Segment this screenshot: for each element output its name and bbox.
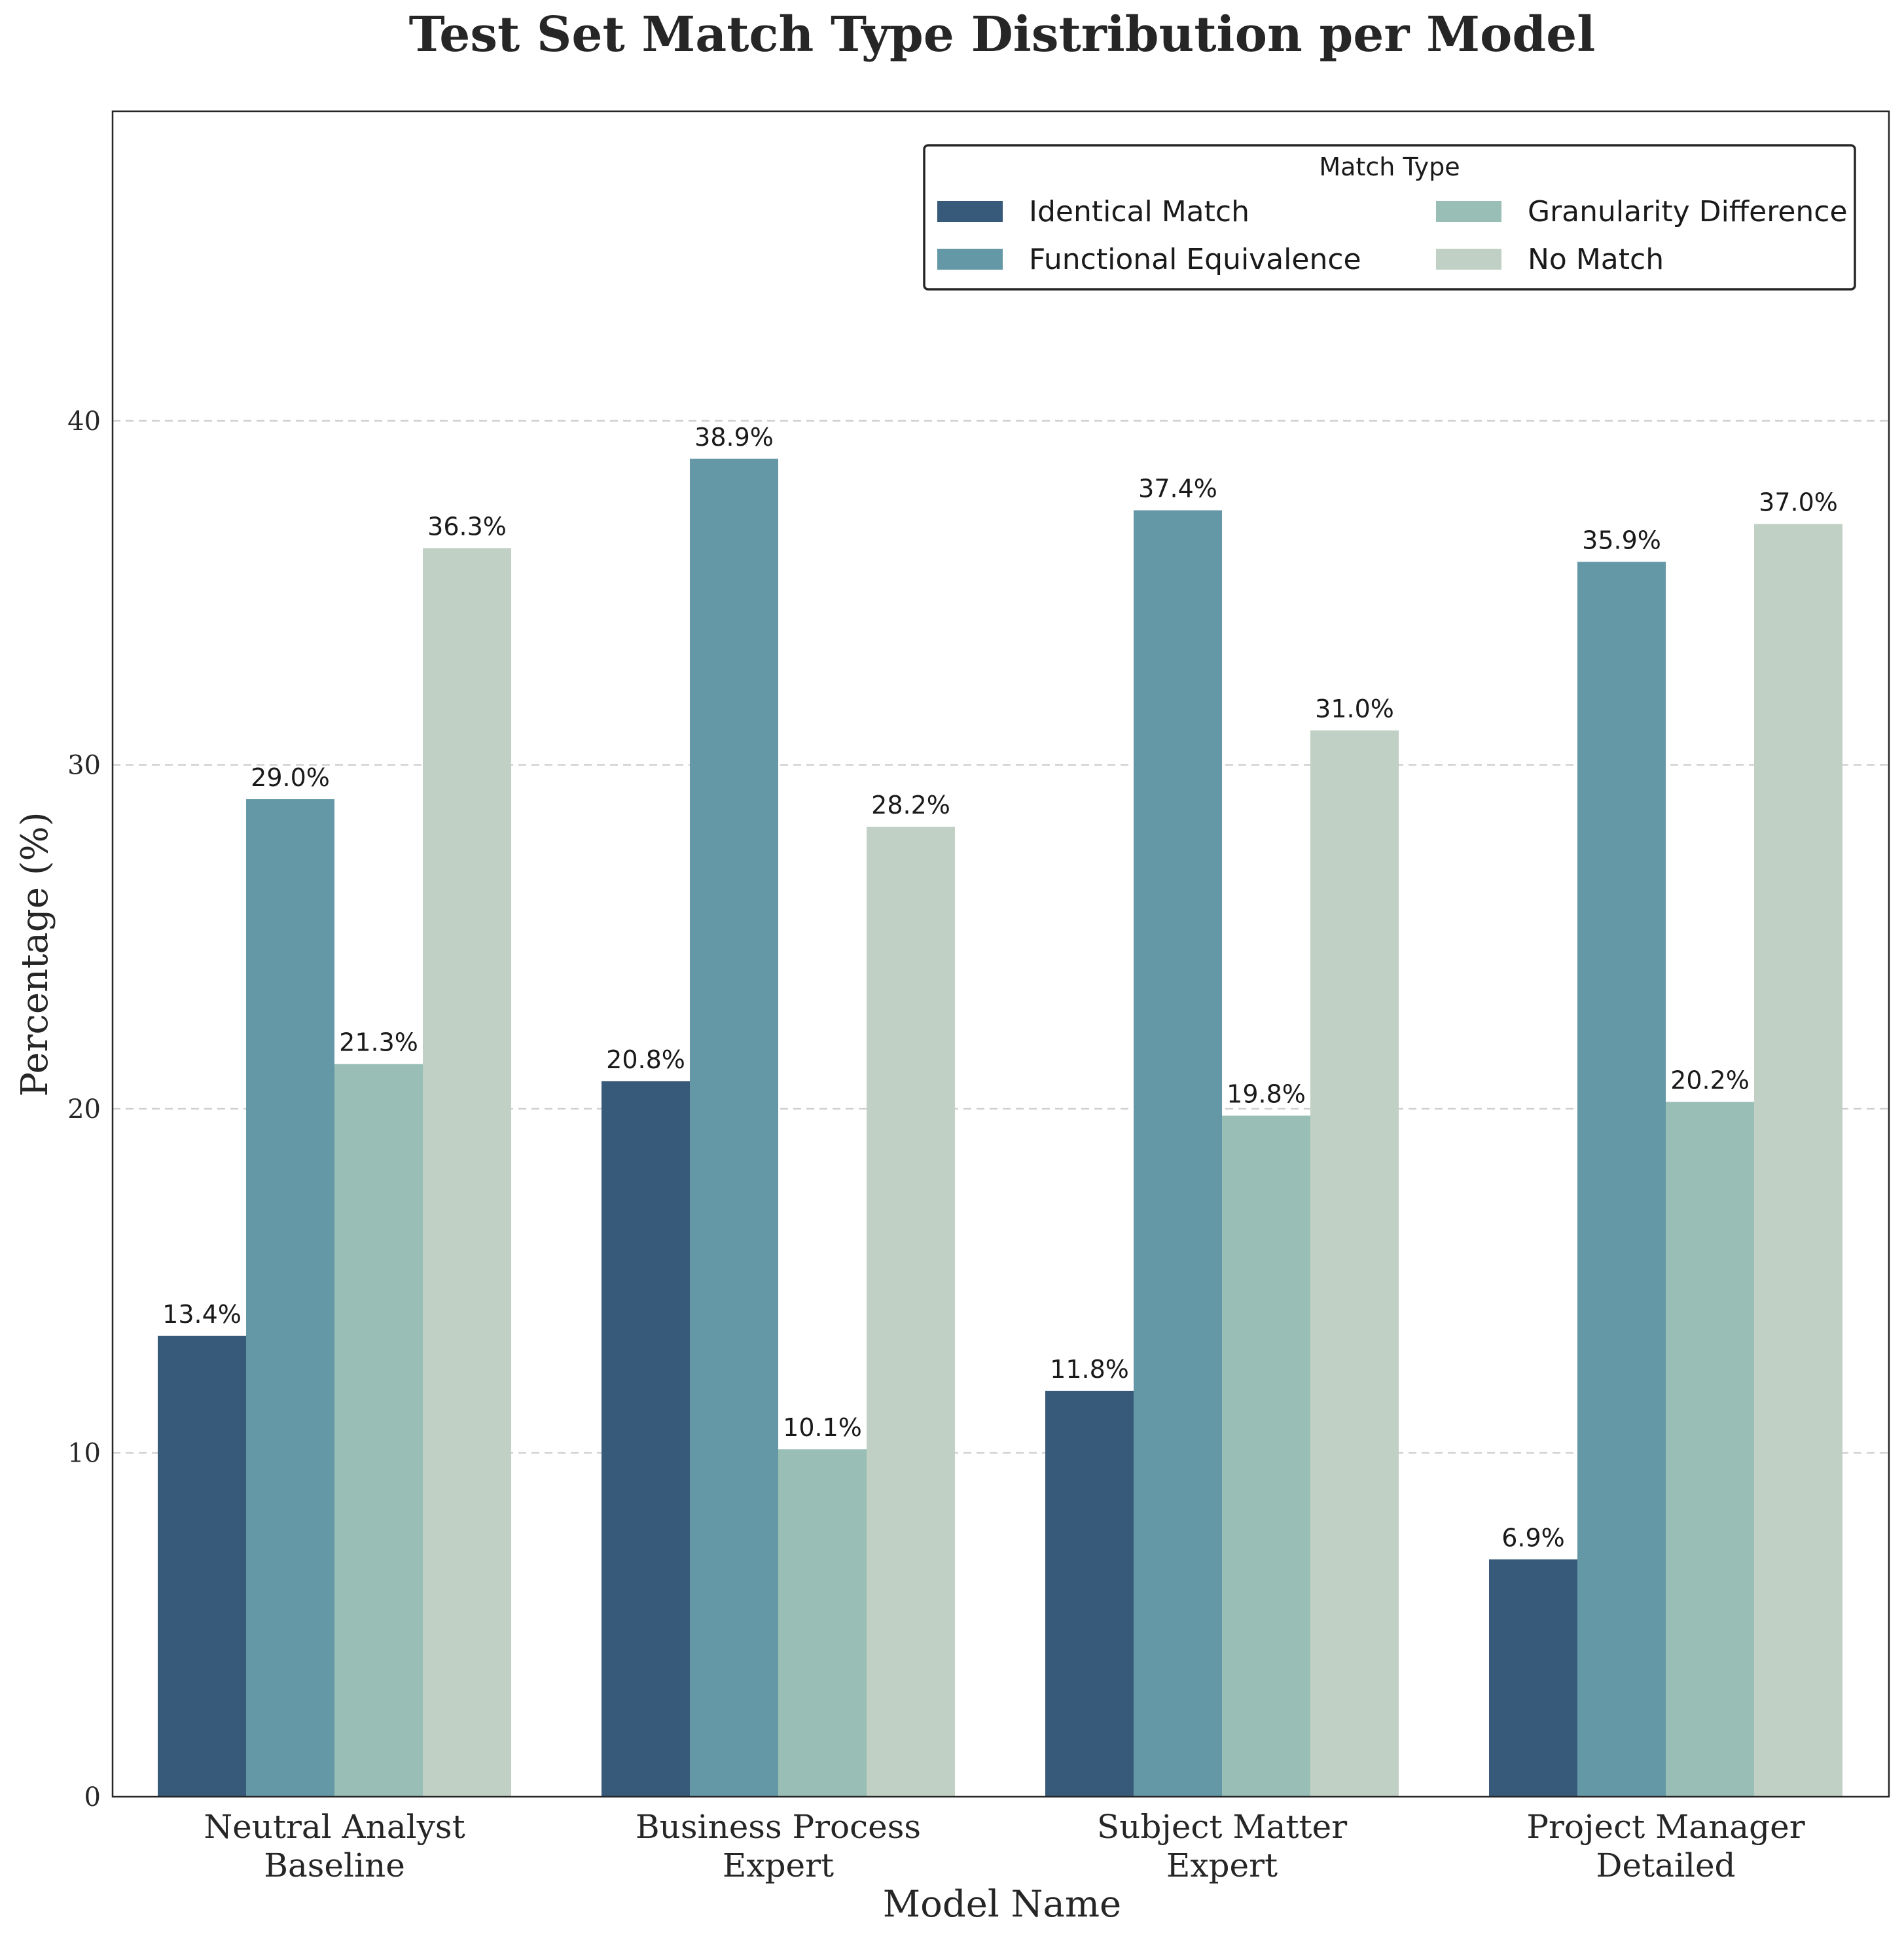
bar-value-label: 38.9% bbox=[694, 423, 774, 452]
legend: Match Type Identical Match Functional Equ… bbox=[923, 144, 1856, 291]
x-axis-label: Model Name bbox=[883, 1883, 1121, 1926]
y-axis: 0 10 20 30 40 bbox=[67, 406, 101, 1812]
x-tick-label: Project Manager bbox=[1526, 1808, 1805, 1846]
x-tick-label: Subject Matter bbox=[1097, 1808, 1347, 1846]
legend-frame bbox=[923, 144, 1856, 291]
bar bbox=[158, 1335, 246, 1797]
bar-value-label: 29.0% bbox=[251, 763, 330, 792]
bar bbox=[867, 827, 955, 1797]
legend-entry-label: Identical Match bbox=[1029, 195, 1249, 228]
legend-entry-label: No Match bbox=[1528, 243, 1664, 276]
bar-value-label: 37.4% bbox=[1138, 475, 1217, 503]
bar bbox=[1222, 1115, 1310, 1797]
chart-title: Test Set Match Type Distribution per Mod… bbox=[409, 7, 1596, 63]
bar-value-label: 6.9% bbox=[1501, 1523, 1565, 1552]
x-tick-label: Expert bbox=[1166, 1846, 1278, 1884]
bar bbox=[1489, 1559, 1577, 1797]
bar bbox=[1045, 1390, 1134, 1797]
y-axis-label: Percentage (%) bbox=[14, 812, 56, 1096]
bar-value-label: 13.4% bbox=[162, 1300, 242, 1329]
bar bbox=[1666, 1102, 1754, 1797]
bar-value-label: 19.8% bbox=[1227, 1079, 1306, 1108]
bars-layer bbox=[158, 458, 1842, 1797]
x-tick-label: Detailed bbox=[1596, 1846, 1735, 1884]
y-tick-label: 20 bbox=[67, 1094, 101, 1125]
legend-swatch bbox=[1436, 249, 1501, 270]
legend-entry-label: Functional Equivalence bbox=[1029, 243, 1361, 276]
bar bbox=[334, 1064, 423, 1797]
bar-value-label: 20.8% bbox=[606, 1045, 685, 1074]
bar-value-label: 35.9% bbox=[1582, 526, 1661, 554]
bar bbox=[1134, 510, 1222, 1797]
bar-value-label: 28.2% bbox=[871, 791, 950, 819]
bar bbox=[778, 1449, 867, 1797]
y-tick-label: 0 bbox=[84, 1782, 101, 1812]
bar-value-label: 21.3% bbox=[339, 1028, 418, 1057]
plot-frame bbox=[111, 110, 1890, 1798]
bar bbox=[1577, 562, 1666, 1797]
y-tick-label: 40 bbox=[67, 406, 101, 437]
bar bbox=[246, 799, 334, 1797]
bar-value-label: 31.0% bbox=[1315, 694, 1394, 723]
x-tick-label: Expert bbox=[723, 1846, 834, 1884]
bar bbox=[423, 548, 511, 1797]
y-tick-label: 30 bbox=[67, 750, 101, 780]
x-tick-label: Business Process bbox=[636, 1808, 921, 1846]
legend-title: Match Type bbox=[1319, 153, 1460, 181]
bar-value-label: 11.8% bbox=[1050, 1355, 1129, 1384]
value-label-layer: 13.4% 20.8% 11.8% 6.9% 29.0% 38.9% 37.4% 35.9% 2… bbox=[162, 423, 1838, 1553]
x-tick-label: Baseline bbox=[264, 1846, 405, 1884]
legend-swatch bbox=[937, 201, 1003, 222]
bar-value-label: 10.1% bbox=[783, 1413, 862, 1442]
bar bbox=[1310, 730, 1399, 1797]
legend-entry-label: Granularity Difference bbox=[1528, 195, 1848, 228]
x-tick-label: Neutral Analyst bbox=[204, 1808, 465, 1846]
bar bbox=[690, 458, 778, 1797]
bar-value-label: 20.2% bbox=[1670, 1066, 1750, 1094]
bar-value-label: 36.3% bbox=[427, 512, 507, 541]
legend-swatch bbox=[1436, 201, 1501, 222]
bar bbox=[602, 1081, 690, 1797]
y-tick-label: 10 bbox=[67, 1438, 101, 1468]
bar bbox=[1754, 524, 1842, 1797]
bar-value-label: 37.0% bbox=[1759, 488, 1838, 517]
legend-swatch bbox=[937, 249, 1003, 270]
